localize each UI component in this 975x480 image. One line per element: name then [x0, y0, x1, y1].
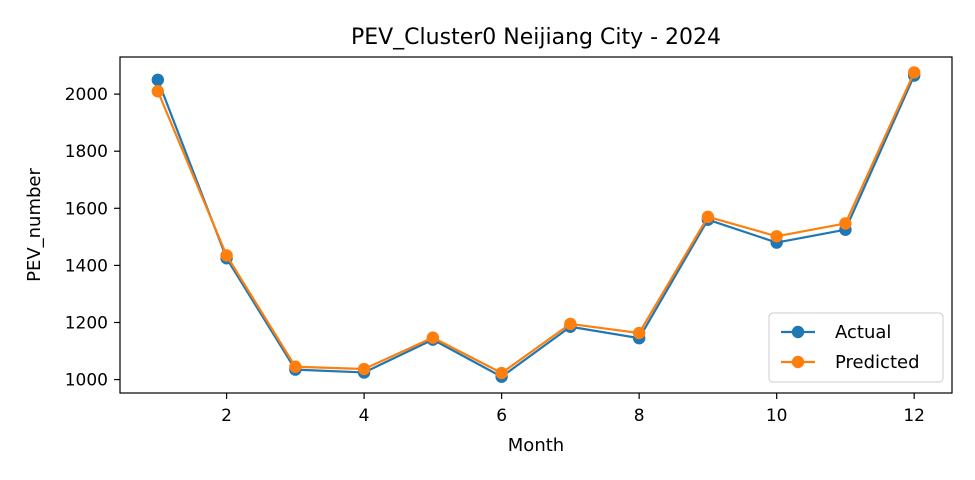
- data-point-predicted: [495, 366, 508, 380]
- y-tick-label: 1600: [65, 199, 108, 219]
- x-axis-ticks: 2 4 6 8 10 12: [221, 393, 925, 426]
- legend: Actual Predicted: [768, 312, 944, 383]
- data-point-actual: [151, 73, 165, 87]
- y-tick-label: 1800: [65, 142, 108, 162]
- data-point-predicted: [701, 210, 715, 224]
- data-point-predicted: [289, 360, 302, 373]
- y-tick-label: 1400: [65, 256, 108, 276]
- data-point-predicted: [632, 326, 646, 340]
- legend-marker-actual: [791, 325, 805, 339]
- data-point-predicted: [357, 362, 371, 376]
- legend-label-actual: Actual: [835, 322, 891, 343]
- series-line-actual: [156, 75, 916, 378]
- y-tick-label: 1200: [65, 313, 108, 333]
- y-axis-label: PEV_number: [24, 168, 45, 282]
- legend-marker-predicted: [791, 355, 805, 369]
- x-tick-label: 8: [634, 406, 645, 426]
- legend-box: [768, 312, 944, 383]
- data-point-predicted: [151, 85, 165, 98]
- x-axis-label: Month: [508, 435, 564, 456]
- y-tick-label: 2000: [65, 85, 108, 105]
- x-tick-label: 12: [903, 406, 925, 426]
- legend-label-predicted: Predicted: [835, 352, 920, 373]
- series-line-predicted: [156, 71, 916, 375]
- plot-lines: [151, 66, 921, 383]
- data-point-predicted: [220, 249, 233, 262]
- x-tick-label: 4: [359, 406, 370, 426]
- x-tick-label: 6: [496, 406, 507, 426]
- data-point-predicted: [907, 66, 921, 79]
- x-tick-label: 2: [221, 406, 232, 426]
- data-point-predicted: [770, 230, 783, 243]
- chart-title: PEV_Cluster0 Neijiang City - 2024: [351, 25, 721, 50]
- data-point-predicted: [839, 217, 852, 230]
- plot-area-frame: [119, 56, 953, 394]
- data-point-predicted: [564, 317, 577, 331]
- data-point-predicted: [426, 331, 440, 344]
- y-axis-ticks: 1000 1200 1400 1600 1800 2000: [65, 85, 120, 391]
- x-tick-label: 10: [766, 406, 788, 426]
- y-tick-label: 1000: [65, 371, 108, 391]
